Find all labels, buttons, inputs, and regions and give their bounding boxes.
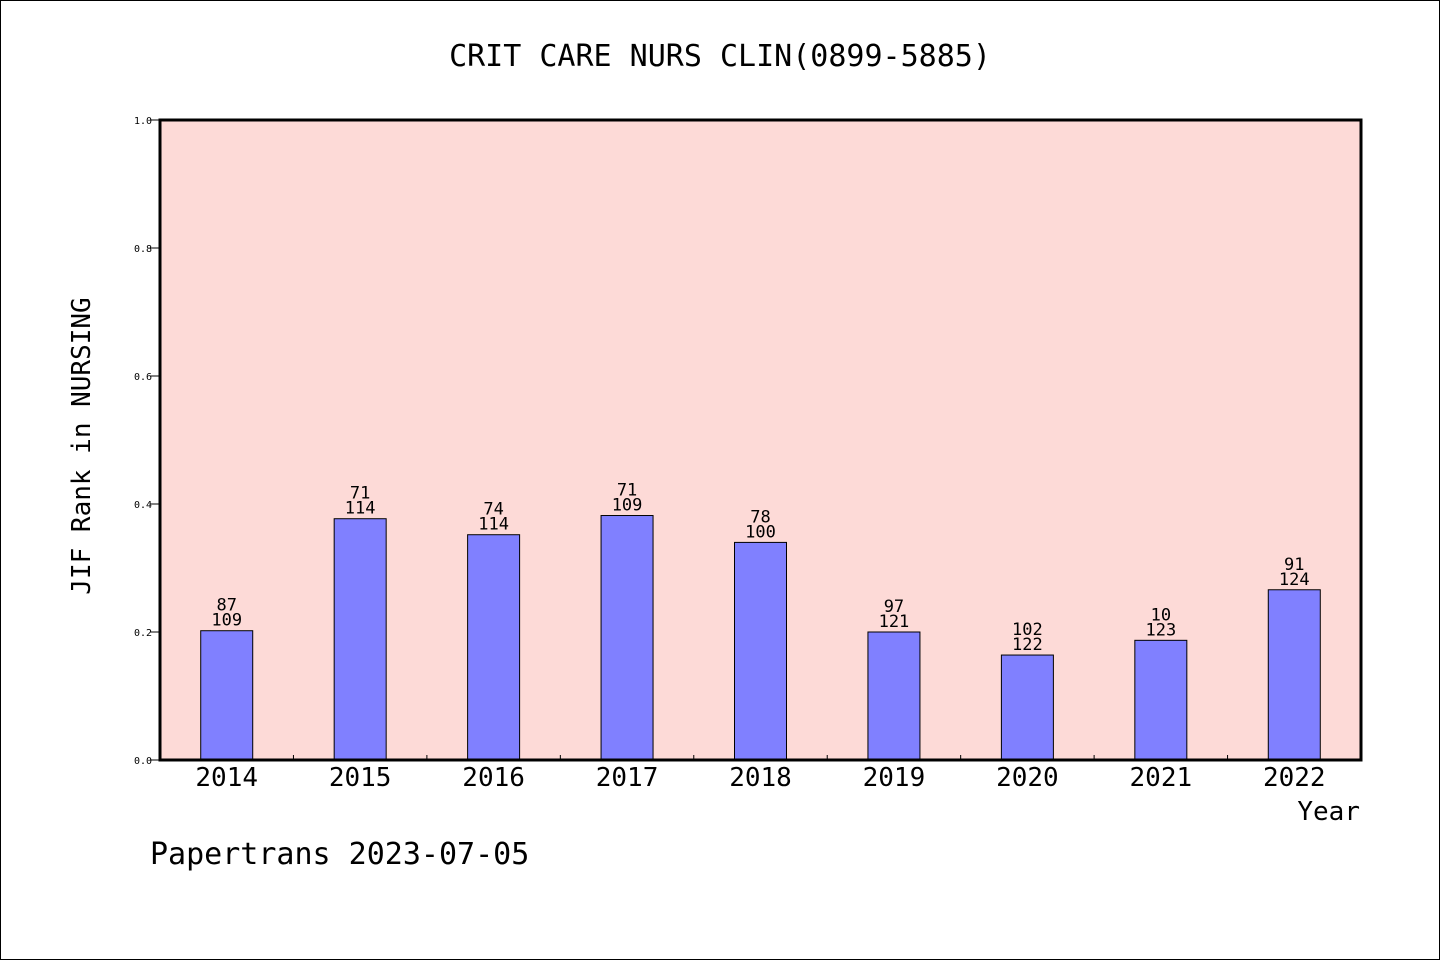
y-tick-label: 1.0: [134, 116, 152, 127]
bar: [600, 515, 654, 761]
x-tick-label: 2022: [1263, 763, 1326, 793]
y-tick-label: 0.0: [134, 756, 152, 767]
x-tick-label: 2019: [863, 763, 926, 793]
bar-rank-label: 78: [750, 507, 770, 527]
bar-total-label: 114: [345, 499, 376, 519]
x-tick-label: 2018: [729, 763, 792, 793]
bar-total-label: 122: [1012, 635, 1043, 655]
chart-title: CRIT CARE NURS CLIN(0899-5885): [449, 39, 991, 74]
bar-rank-label: 71: [617, 481, 637, 501]
x-tick-label: 2021: [1130, 763, 1193, 793]
bar-rank-label: 91: [1284, 555, 1304, 575]
y-tick-label: 0.6: [134, 372, 152, 383]
bar-total-label: 123: [1145, 620, 1176, 640]
y-tick-label: 0.4: [134, 500, 152, 511]
bar: [467, 534, 521, 761]
plot-area: 0.00.20.40.60.81.08710920147111420157411…: [134, 116, 1363, 793]
x-tick-label: 2014: [195, 763, 258, 793]
footer-text: Papertrans 2023-07-05: [150, 837, 529, 872]
bar-rank-label: 102: [1012, 620, 1043, 640]
bar-rank-label: 87: [216, 596, 236, 616]
bar: [1267, 589, 1321, 761]
bar: [1134, 639, 1188, 761]
bar: [734, 541, 787, 761]
x-tick-label: 2015: [329, 763, 392, 793]
y-axis-label: JIF Rank in NURSING: [67, 297, 97, 594]
bar-total-label: 109: [612, 496, 643, 516]
x-tick-label: 2016: [462, 763, 525, 793]
bar: [1000, 654, 1054, 761]
bar-total-label: 109: [211, 611, 242, 631]
x-tick-label: 2017: [596, 763, 659, 793]
x-tick-label: 2020: [996, 763, 1059, 793]
bar-total-label: 114: [478, 515, 509, 535]
plot-frame: [158, 118, 1363, 762]
bar-rank-label: 71: [350, 484, 370, 504]
y-tick-label: 0.8: [134, 244, 152, 255]
y-tick-label: 0.2: [134, 628, 152, 639]
bar-total-label: 124: [1279, 570, 1310, 590]
bar-total-label: 121: [879, 612, 910, 632]
bar-total-label: 100: [745, 522, 776, 542]
bar-rank-label: 97: [884, 597, 904, 617]
bar: [200, 630, 254, 761]
bar-rank-label: 74: [483, 500, 503, 520]
x-axis-label: Year: [1297, 797, 1360, 827]
bar-rank-label: 10: [1151, 605, 1171, 625]
bar: [333, 518, 387, 761]
bar: [867, 631, 921, 761]
